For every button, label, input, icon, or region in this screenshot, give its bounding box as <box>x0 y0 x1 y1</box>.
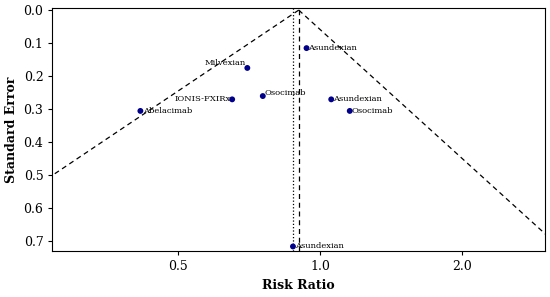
Point <box>302 46 311 50</box>
Point <box>327 97 336 102</box>
Y-axis label: Standard Error: Standard Error <box>5 77 18 183</box>
Text: Osocimab: Osocimab <box>265 89 306 97</box>
Text: Asundexian: Asundexian <box>333 95 382 103</box>
Text: Asundexian: Asundexian <box>295 242 344 250</box>
Point <box>345 108 354 113</box>
Text: Milvexian: Milvexian <box>205 59 246 67</box>
X-axis label: Risk Ratio: Risk Ratio <box>262 279 335 292</box>
Text: Abelacimab: Abelacimab <box>143 107 192 115</box>
Point <box>289 244 298 249</box>
Text: IONIS-FXIRx: IONIS-FXIRx <box>174 95 230 103</box>
Text: Osocimab: Osocimab <box>351 107 393 115</box>
Text: Asundexian: Asundexian <box>308 44 357 52</box>
Point <box>258 94 267 98</box>
Point <box>228 97 236 102</box>
Point <box>136 108 145 113</box>
Point <box>243 66 252 70</box>
